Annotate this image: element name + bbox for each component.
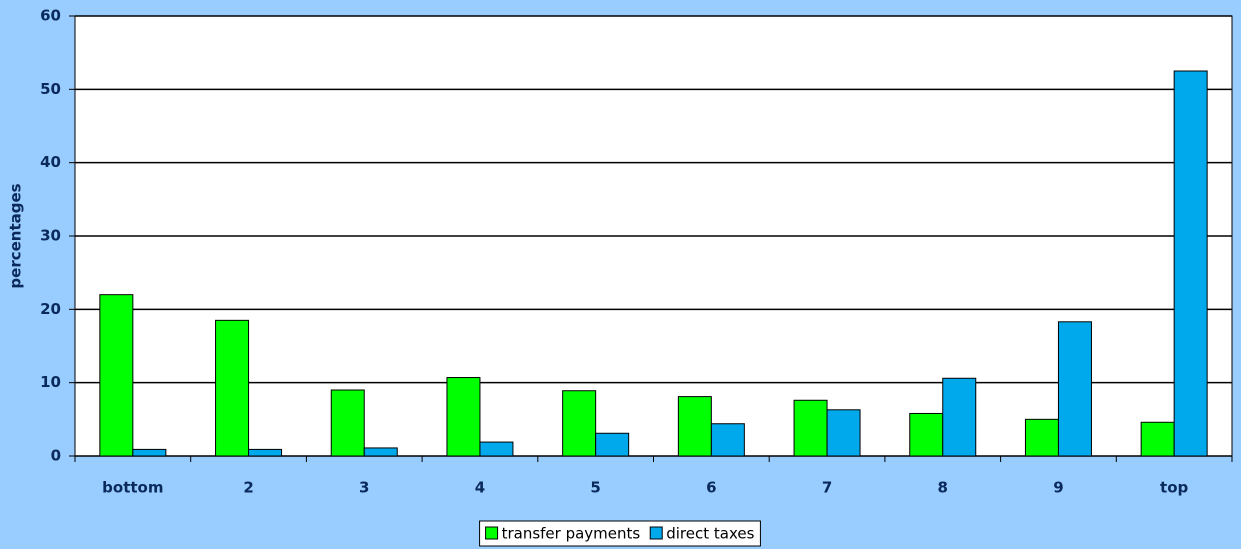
bar [1057, 321, 1092, 457]
y-tick-label: 30 [40, 227, 61, 245]
bar [132, 448, 167, 457]
bar [1140, 421, 1175, 457]
bar [1173, 70, 1208, 457]
bar [909, 412, 944, 457]
bar [215, 319, 250, 457]
legend-label: direct taxes [666, 525, 754, 543]
bar [363, 447, 398, 457]
x-tick-label: top [1160, 479, 1188, 497]
bar [710, 423, 745, 457]
x-tick-label: 2 [243, 479, 253, 497]
x-tick-label: 3 [359, 479, 369, 497]
bar [562, 390, 597, 457]
legend-swatch [485, 526, 499, 540]
bar [942, 377, 977, 457]
bar [793, 399, 828, 457]
y-tick-label: 40 [40, 153, 61, 171]
y-tick-label: 20 [40, 300, 61, 318]
bar [595, 432, 630, 457]
y-tick-label: 60 [40, 7, 61, 25]
y-tick-label: 0 [51, 447, 61, 465]
x-tick-label: 6 [706, 479, 716, 497]
bar [99, 294, 134, 457]
legend [479, 520, 761, 547]
y-axis-label: percentages [7, 183, 25, 288]
x-tick-label: bottom [102, 479, 163, 497]
bar [1024, 418, 1059, 457]
x-tick-label: 5 [590, 479, 600, 497]
y-tick-label: 10 [40, 373, 61, 391]
bar [826, 409, 861, 457]
bar [248, 448, 283, 457]
bar [330, 389, 365, 457]
x-tick-label: 4 [475, 479, 485, 497]
x-tick-label: 7 [822, 479, 832, 497]
x-tick-label: 9 [1053, 479, 1063, 497]
legend-label: transfer payments [502, 525, 641, 543]
bar [677, 396, 712, 457]
y-tick-label: 50 [40, 80, 61, 98]
legend-swatch [649, 526, 663, 540]
x-tick-label: 8 [938, 479, 948, 497]
bar [446, 377, 481, 457]
bar [479, 441, 514, 457]
